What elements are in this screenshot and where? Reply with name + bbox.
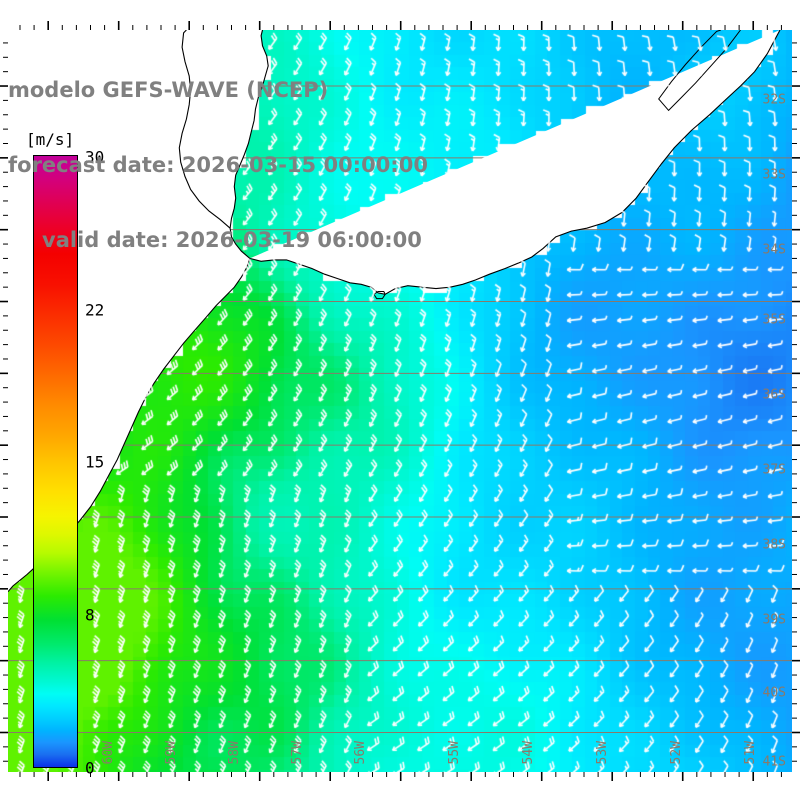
y-axis-label-39S: 39S — [762, 612, 786, 628]
y-axis-label-35S: 35S — [762, 312, 786, 328]
colorbar-tick-22: 22 — [85, 300, 105, 320]
title-model-line: modelo GEFS-WAVE (NCEP) — [8, 78, 329, 102]
y-axis-label-41S: 41S — [762, 754, 786, 770]
y-axis-label-34S: 34S — [762, 242, 786, 258]
x-axis-label-54W: 54W — [521, 740, 536, 764]
x-axis-label-51W: 51W — [743, 740, 758, 764]
chart-title-block: modelo GEFS-WAVE (NCEP) forecast date: 2… — [0, 28, 520, 303]
y-axis-label-40S: 40S — [762, 685, 786, 701]
y-axis-label-36S: 36S — [762, 387, 786, 403]
y-axis-label-38S: 38S — [762, 537, 786, 553]
colorbar-tick-8: 8 — [85, 605, 95, 625]
title-forecast-date-line: forecast date: 2026-03-15 00:00:00 — [8, 153, 428, 177]
x-axis-label-57W: 57W — [290, 740, 305, 764]
colorbar-tick-15: 15 — [85, 452, 105, 472]
title-valid-date-line: valid date: 2026-03-19 06:00:00 — [42, 228, 422, 252]
y-axis-label-32S: 32S — [762, 92, 786, 108]
x-axis-label-60W: 60W — [101, 740, 116, 764]
y-axis-label-33S: 33S — [762, 167, 786, 183]
x-axis-label-53W: 53W — [595, 740, 610, 764]
colorbar-tick-0: 0 — [85, 758, 95, 778]
x-axis-label-59W: 59W — [164, 740, 179, 764]
x-axis-label-56W: 56W — [353, 740, 368, 764]
x-axis-label-58W: 58W — [227, 740, 242, 764]
x-axis-label-55W: 55W — [447, 740, 462, 764]
x-axis-label-52W: 52W — [669, 740, 684, 764]
y-axis-label-37S: 37S — [762, 462, 786, 478]
